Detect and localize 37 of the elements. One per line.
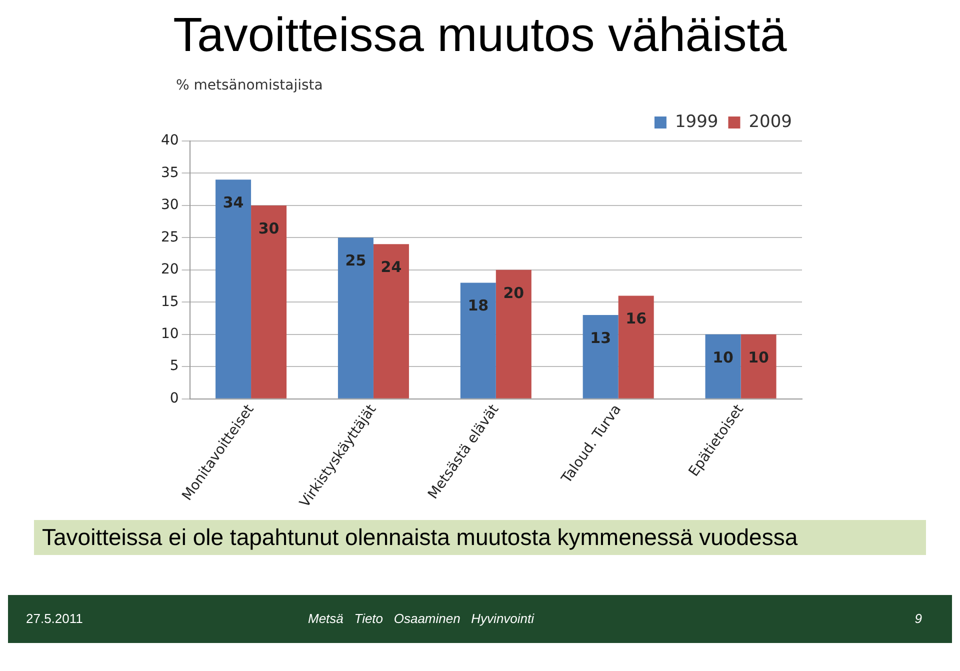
bar: [373, 244, 409, 398]
y-tick-label: 40: [160, 132, 179, 149]
data-label: 25: [345, 252, 366, 270]
data-label: 20: [503, 284, 524, 302]
bar: [460, 282, 496, 398]
text: Metsä Tieto Osaaminen Hyvinvointi: [308, 611, 534, 626]
y-tick-label: 5: [170, 358, 179, 374]
bar: [582, 315, 618, 398]
text: Tavoitteissa ei ole tapahtunut olennaista muutosta kymmenessä vuodessa: [34, 520, 926, 555]
y-tick-label: 0: [170, 390, 179, 406]
text: 27.5.2011: [26, 611, 83, 626]
data-label: 10: [748, 348, 769, 366]
data-label: 16: [626, 310, 647, 328]
y-tick-label: 25: [160, 229, 179, 246]
y-tick-label: 15: [160, 294, 179, 310]
bar: [740, 334, 776, 398]
y-tick-label: 30: [160, 197, 179, 214]
chart-title: Tavoitteissa muutos vähäistä: [172, 8, 788, 64]
data-label: 30: [258, 219, 280, 238]
legend-label: 1999: [674, 112, 718, 132]
bar: [618, 296, 654, 398]
bar: [705, 334, 741, 398]
y-axis-title: % metsänomistajista: [176, 78, 323, 94]
y-tick-label: 10: [160, 326, 179, 342]
data-label: 24: [380, 258, 402, 276]
legend-label: 2009: [748, 112, 792, 132]
bar: [496, 270, 532, 398]
data-label: 18: [468, 296, 489, 315]
data-label: 13: [590, 328, 612, 347]
bar: [216, 180, 252, 398]
text: 9: [914, 611, 922, 626]
data-label: 34: [222, 194, 244, 212]
y-tick-label: 20: [160, 262, 179, 278]
y-tick-label: 35: [160, 164, 179, 181]
data-label: 10: [712, 348, 734, 366]
bar: [338, 238, 374, 398]
bar: [251, 205, 287, 398]
